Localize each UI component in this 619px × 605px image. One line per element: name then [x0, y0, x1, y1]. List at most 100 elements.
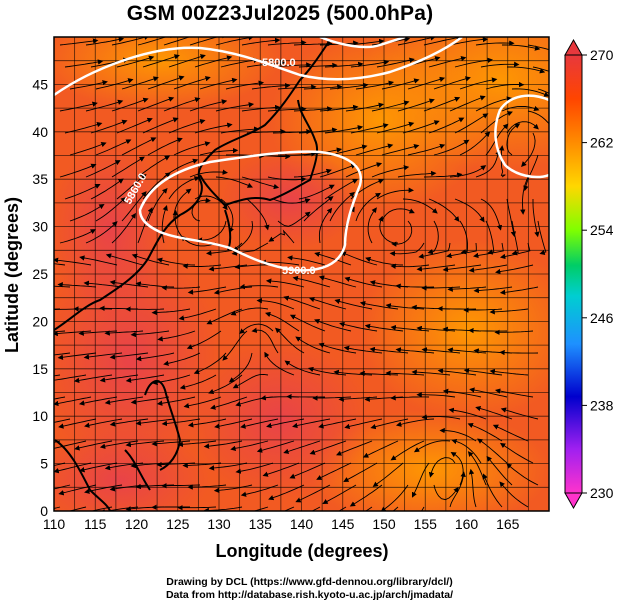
streamline: [475, 40, 515, 46]
streamline: [397, 98, 435, 112]
colorbar-min-triangle: [564, 492, 583, 510]
streamline: [215, 176, 253, 188]
streamline: [292, 275, 331, 288]
streamline: [407, 143, 446, 156]
streamline: [318, 342, 357, 354]
streamline: [416, 392, 456, 398]
streamline: [251, 327, 279, 354]
x-tick-label: 150: [372, 516, 396, 532]
streamline: [99, 374, 139, 383]
streamline: [295, 484, 331, 503]
y-tick-label: 0: [40, 503, 48, 519]
streamline: [468, 468, 477, 508]
streamline: [319, 104, 359, 112]
streamline: [95, 196, 127, 222]
streamline: [350, 123, 389, 134]
streamline: [130, 396, 170, 405]
streamline: [265, 311, 300, 332]
streamline: [428, 457, 456, 478]
streamline: [272, 128, 312, 135]
streamline: [421, 347, 461, 354]
streamline: [480, 61, 520, 68]
streamline: [85, 99, 124, 112]
streamline: [421, 285, 461, 291]
streamline: [527, 110, 549, 125]
y-tick-label: 25: [32, 266, 48, 282]
streamline: [345, 162, 383, 178]
streamline: [448, 407, 487, 420]
streamline: [239, 323, 274, 334]
streamline: [338, 396, 378, 402]
streamline: [54, 418, 71, 423]
streamline: [499, 242, 531, 260]
streamline: [180, 235, 217, 247]
colorbar-tick-label: 238: [590, 397, 614, 413]
streamline: [54, 396, 92, 407]
streamline: [494, 388, 534, 398]
x-tick-label: 110: [43, 516, 66, 532]
streamline: [111, 212, 136, 244]
streamline: [151, 440, 191, 447]
streamline: [473, 242, 504, 259]
streamline: [446, 242, 477, 259]
streamline: [58, 484, 97, 496]
streamline: [402, 198, 438, 214]
colorbar-tick-label: 270: [590, 47, 614, 63]
streamline: [121, 191, 147, 222]
streamline: [318, 275, 357, 288]
streamline: [251, 82, 291, 90]
colorbar: 230 238 246 254 262 270: [564, 38, 614, 510]
streamline: [135, 418, 175, 426]
colorbar-tick-label: 254: [590, 222, 614, 238]
streamline: [489, 308, 529, 315]
contour-5900: [138, 150, 363, 272]
streamline: [109, 352, 149, 360]
streamline: [494, 329, 534, 335]
streamline: [239, 283, 279, 290]
streamline: [256, 440, 295, 453]
streamline: [473, 286, 513, 294]
streamline: [225, 80, 265, 90]
streamline: [355, 192, 382, 222]
streamline: [161, 205, 168, 244]
x-tick-label: 165: [496, 516, 520, 532]
streamline: [186, 330, 222, 350]
streamline: [520, 176, 529, 215]
streamline: [163, 37, 201, 46]
streamline: [84, 484, 123, 494]
streamline: [189, 99, 228, 112]
streamline: [182, 462, 222, 469]
streamline: [454, 57, 493, 68]
streamline: [246, 198, 270, 231]
streamline: [329, 82, 369, 90]
streamline: [168, 54, 206, 68]
streamline: [79, 255, 118, 266]
streamline: [428, 55, 467, 68]
x-tick-label: 115: [84, 516, 107, 532]
streamline: [309, 440, 347, 455]
streamline: [467, 423, 503, 442]
streamline: [449, 37, 489, 46]
x-tick-label: 130: [207, 516, 231, 532]
streamline: [355, 143, 394, 156]
streamline: [215, 37, 254, 46]
streamline: [311, 506, 321, 511]
streamline: [527, 44, 549, 51]
streamline: [83, 352, 123, 360]
streamline: [208, 462, 248, 471]
streamline: [423, 96, 461, 112]
contour-5800: [54, 37, 463, 97]
streamline: [252, 506, 269, 511]
streamline: [344, 276, 383, 288]
streamline: [423, 37, 462, 46]
streamline: [359, 300, 399, 310]
streamline: [275, 327, 305, 354]
streamline: [277, 151, 317, 157]
plot-frame: [53, 36, 550, 512]
streamline: [228, 352, 253, 383]
colorbar-gradient: [564, 54, 583, 494]
streamline: [499, 286, 539, 296]
streamline: [289, 462, 326, 479]
streamline: [199, 77, 238, 90]
